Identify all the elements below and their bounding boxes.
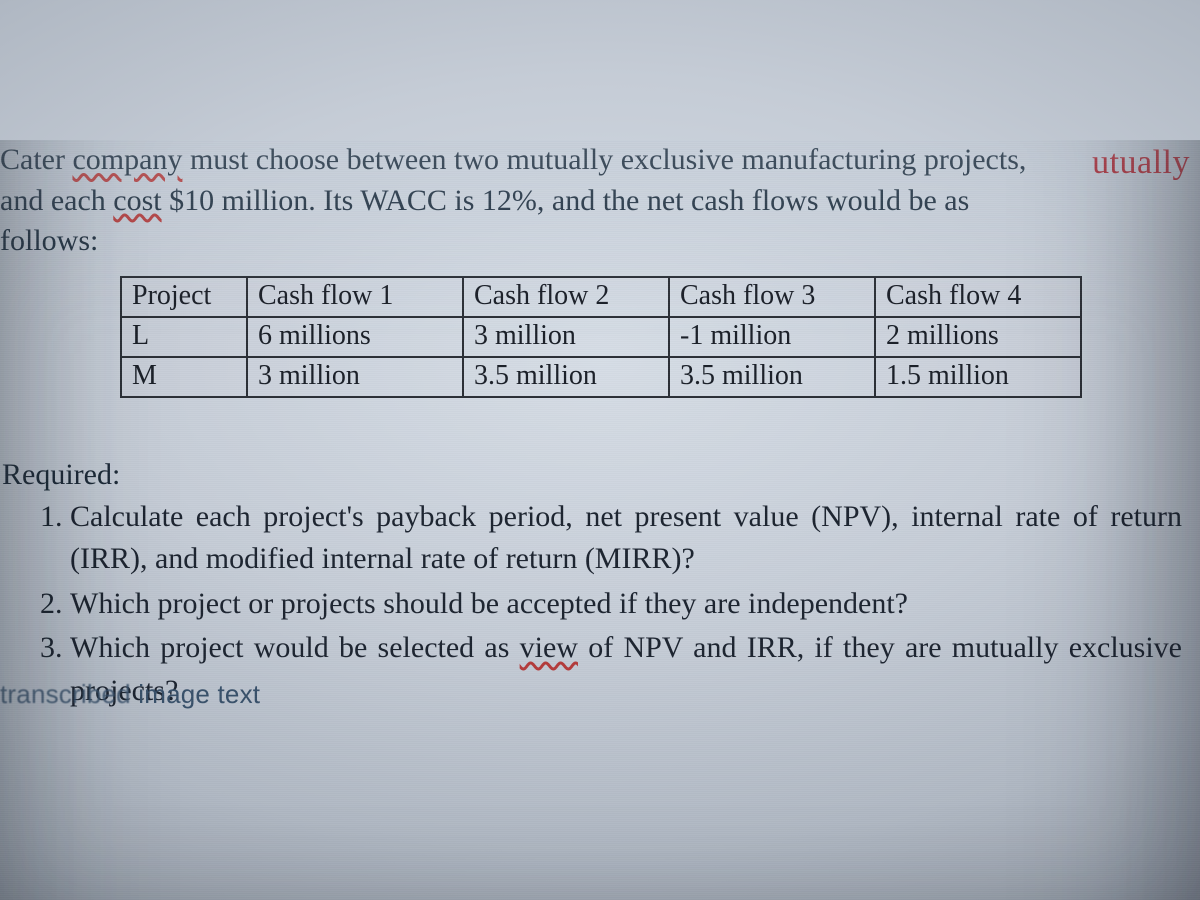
required-label: Required:	[0, 458, 1192, 492]
table-header-row: Project Cash flow 1 Cash flow 2 Cash flo…	[121, 277, 1081, 317]
table-header: Cash flow 3	[669, 277, 875, 317]
footer-fragment: transcribed image text	[0, 679, 260, 710]
table-row: L 6 millions 3 million -1 million 2 mill…	[121, 317, 1081, 357]
para-text: and each	[0, 184, 113, 217]
table-cell: 1.5 million	[875, 357, 1081, 397]
para-text: follows:	[0, 224, 98, 257]
footer-text-faded: transcribed	[0, 679, 138, 709]
table-header: Cash flow 1	[247, 277, 463, 317]
underlined-word: company	[72, 143, 182, 176]
table-cell: 3 million	[463, 317, 669, 357]
cropped-header-fragment: utually	[1092, 144, 1190, 182]
underlined-word: cost	[113, 184, 161, 217]
table-header: Cash flow 2	[463, 277, 669, 317]
question-item: Calculate each project's payback period,…	[70, 496, 1192, 581]
problem-paragraph: Cater company must choose between two mu…	[0, 140, 1192, 262]
table-cell: -1 million	[669, 317, 875, 357]
table-row: M 3 million 3.5 million 3.5 million 1.5 …	[121, 357, 1081, 397]
table-cell: 3.5 million	[669, 357, 875, 397]
table-cell: 6 millions	[247, 317, 463, 357]
table-cell: 3 million	[247, 357, 463, 397]
table-header: Cash flow 4	[875, 277, 1081, 317]
para-text: must choose between two mutually exclusi…	[182, 143, 1026, 176]
underlined-word: view	[520, 631, 578, 664]
document-page: utually Cater company must choose betwee…	[0, 140, 1200, 712]
para-text: Cater	[0, 143, 72, 176]
footer-text: image text	[138, 679, 260, 709]
question-text: Which project would be selected as	[70, 631, 520, 664]
cash-flow-table: Project Cash flow 1 Cash flow 2 Cash flo…	[120, 276, 1082, 398]
question-item: Which project or projects should be acce…	[70, 583, 1192, 626]
table-cell: 2 millions	[875, 317, 1081, 357]
table-cell: L	[121, 317, 247, 357]
table-header: Project	[121, 277, 247, 317]
table-cell: M	[121, 357, 247, 397]
table-cell: 3.5 million	[463, 357, 669, 397]
para-text: $10 million. Its WACC is 12%, and the ne…	[162, 184, 970, 217]
